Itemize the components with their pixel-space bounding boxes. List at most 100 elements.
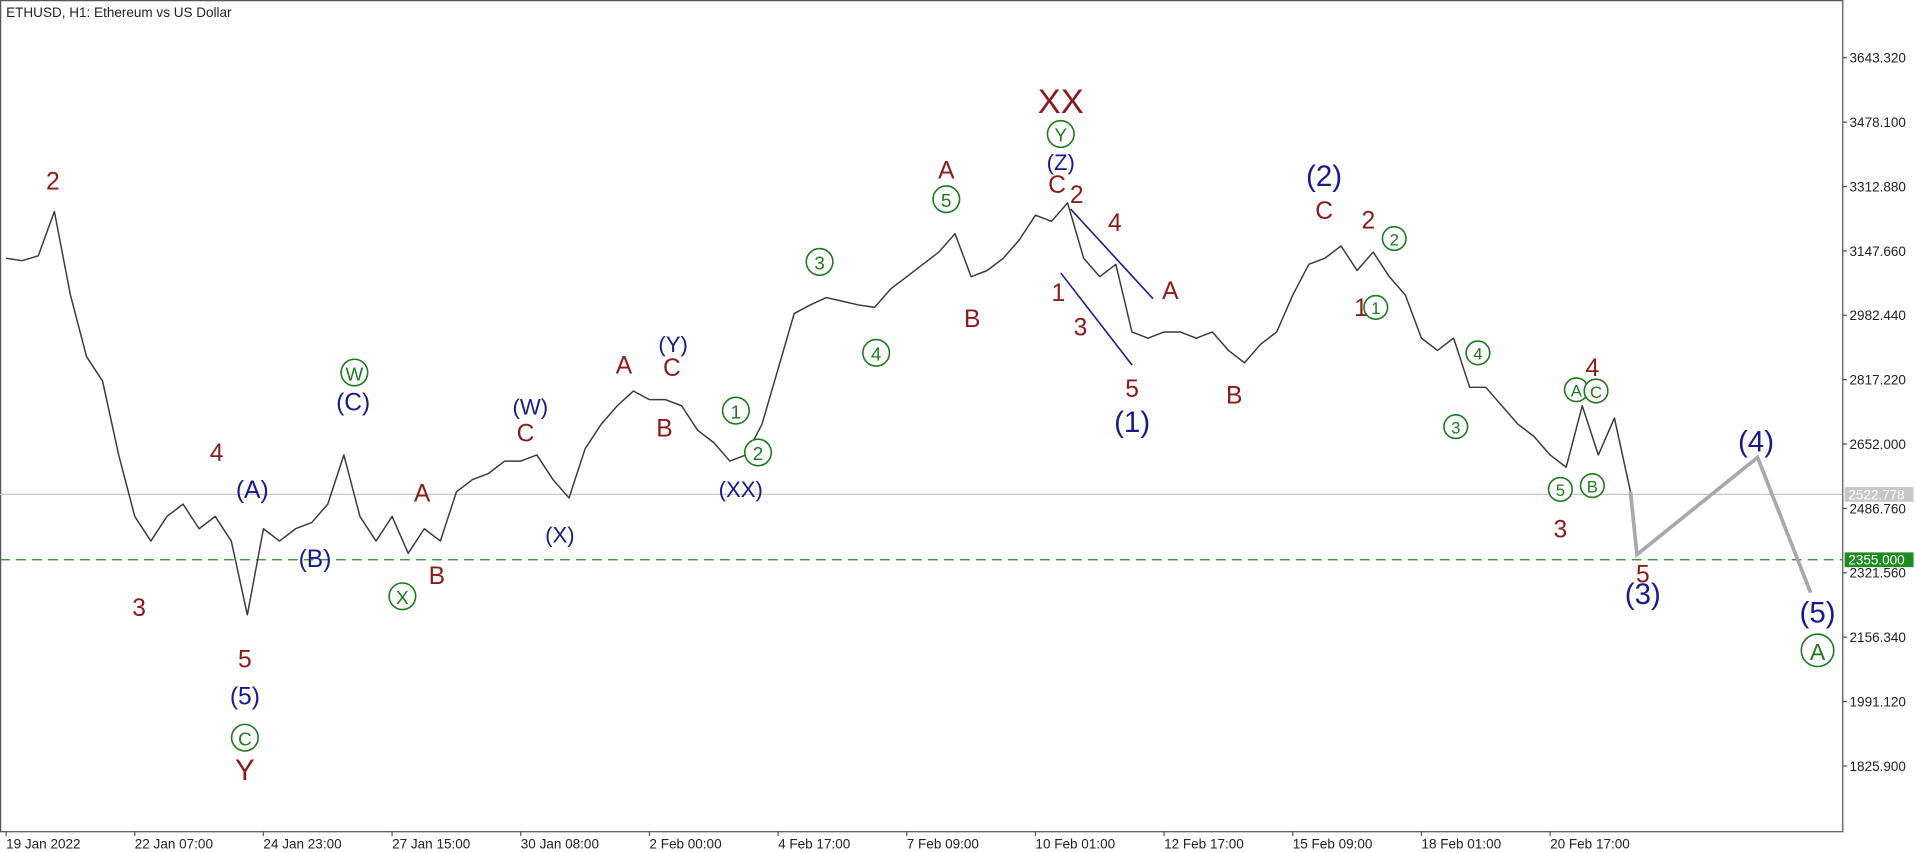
x-tick-label: 30 Jan 08:00 bbox=[521, 836, 599, 851]
wave-label: 5 bbox=[1125, 376, 1139, 403]
x-tick-label: 15 Feb 09:00 bbox=[1293, 836, 1373, 851]
level-label: 2355.000 bbox=[1848, 553, 1904, 568]
wave-label: (Z) bbox=[1047, 150, 1075, 175]
wave-label-circle bbox=[1363, 294, 1389, 320]
x-tick-label: 12 Feb 17:00 bbox=[1164, 836, 1244, 851]
x-tick-label: 4 Feb 17:00 bbox=[778, 836, 850, 851]
wave-label-circle bbox=[1800, 633, 1835, 668]
wave-label: (X) bbox=[545, 523, 575, 548]
wave-label: B bbox=[429, 563, 445, 590]
x-tick-label: 19 Jan 2022 bbox=[6, 836, 80, 851]
wave-label: 1 bbox=[1354, 295, 1368, 322]
wave-label-circle bbox=[1046, 119, 1075, 149]
wave-label: 2 bbox=[1070, 182, 1084, 209]
wave-label: XX bbox=[1038, 83, 1084, 121]
wave-label-circle bbox=[230, 723, 259, 752]
wave-label-circle bbox=[743, 438, 773, 467]
wave-label: C bbox=[1590, 383, 1602, 402]
wave-label: B bbox=[964, 306, 980, 333]
wave-label: 5 bbox=[941, 190, 951, 211]
wave-label-circle bbox=[1381, 225, 1407, 252]
price-line-series bbox=[6, 202, 1632, 616]
wave-label: 3 bbox=[814, 253, 824, 274]
projection-line bbox=[1628, 454, 1813, 594]
x-tick-label: 22 Jan 07:00 bbox=[135, 836, 213, 851]
price-label-box bbox=[1844, 487, 1914, 502]
y-tick-label: 2156.340 bbox=[1850, 630, 1906, 645]
wave-label: A bbox=[414, 481, 431, 508]
x-tick-label: 27 Jan 15:00 bbox=[392, 836, 470, 851]
wave-label: 5 bbox=[238, 647, 252, 674]
wave-label: (2) bbox=[1306, 160, 1342, 193]
chart-title: ETHUSD, H1: Ethereum vs US Dollar bbox=[6, 5, 232, 20]
wave-label: 4 bbox=[1473, 345, 1482, 364]
y-tick-label: 3147.660 bbox=[1850, 244, 1906, 259]
wave-label: 3 bbox=[132, 595, 146, 622]
wave-label-circle bbox=[862, 338, 891, 367]
wave-label: Y bbox=[1054, 125, 1067, 146]
wave-label-circle bbox=[1547, 476, 1573, 502]
wave-label-circle bbox=[1583, 378, 1609, 404]
wave-label: C bbox=[517, 420, 535, 447]
y-tick-label: 3478.100 bbox=[1850, 115, 1906, 130]
x-tick-label: 20 Feb 17:00 bbox=[1550, 836, 1630, 851]
wave-label: B bbox=[1226, 382, 1242, 409]
y-tick-label: 1825.900 bbox=[1850, 759, 1906, 774]
wave-label: 3 bbox=[1074, 315, 1088, 342]
wave-label: 4 bbox=[1586, 355, 1600, 382]
wave-label: (W) bbox=[513, 395, 549, 420]
wave-label-circle bbox=[340, 358, 369, 387]
y-tick-label: 1991.120 bbox=[1850, 694, 1906, 709]
wave-label: 1 bbox=[731, 401, 741, 422]
wave-label: 2 bbox=[1390, 230, 1399, 249]
y-tick-label: 3643.320 bbox=[1850, 51, 1906, 66]
x-tick-label: 24 Jan 23:00 bbox=[263, 836, 341, 851]
wave-label: (5) bbox=[1800, 597, 1836, 630]
wave-label: 1 bbox=[1051, 280, 1065, 307]
wave-label-circle bbox=[1579, 473, 1605, 499]
wave-label: C bbox=[1315, 198, 1333, 225]
wave-label: 1 bbox=[1371, 299, 1380, 318]
channel-line bbox=[1060, 272, 1133, 366]
y-tick-label: 2817.220 bbox=[1850, 373, 1906, 388]
wave-label: (C) bbox=[336, 390, 370, 417]
wave-label: 2 bbox=[46, 168, 60, 195]
wave-label: (1) bbox=[1114, 406, 1150, 439]
wave-label: X bbox=[396, 587, 409, 608]
wave-label: (5) bbox=[230, 683, 260, 710]
wave-label: (B) bbox=[299, 546, 332, 573]
wave-label: 5 bbox=[1556, 481, 1565, 500]
level-label-box bbox=[1844, 552, 1914, 568]
price-label: 2522.778 bbox=[1848, 487, 1904, 502]
wave-label-circle bbox=[1443, 414, 1469, 440]
wave-label: A bbox=[1162, 278, 1179, 305]
wave-label: (XX) bbox=[719, 477, 763, 502]
wave-label: A bbox=[616, 353, 633, 380]
wave-label-circle bbox=[388, 582, 417, 611]
x-tick-label: 2 Feb 00:00 bbox=[649, 836, 721, 851]
wave-label: 5 bbox=[1636, 562, 1650, 589]
wave-label: 2 bbox=[753, 443, 763, 464]
wave-label: W bbox=[346, 363, 364, 384]
y-tick-label: 2486.760 bbox=[1850, 501, 1906, 516]
wave-label: A bbox=[1571, 382, 1583, 401]
wave-label: C bbox=[663, 355, 681, 382]
wave-label: (Y) bbox=[658, 332, 688, 357]
wave-label-circle bbox=[721, 396, 750, 425]
x-tick-label: 10 Feb 01:00 bbox=[1035, 836, 1115, 851]
y-tick-label: 2321.560 bbox=[1850, 566, 1906, 581]
y-tick-label: 2652.000 bbox=[1850, 437, 1906, 452]
wave-label: C bbox=[238, 728, 252, 749]
wave-label: 3 bbox=[1451, 419, 1460, 438]
wave-label: C bbox=[1048, 172, 1066, 199]
wave-label: 4 bbox=[210, 440, 224, 467]
wave-label: (3) bbox=[1625, 578, 1661, 611]
y-tick-label: 3312.880 bbox=[1850, 179, 1906, 194]
wave-label: 4 bbox=[1108, 210, 1122, 237]
wave-label-circle bbox=[932, 185, 961, 214]
wave-label: B bbox=[1587, 478, 1598, 497]
wave-label-circle bbox=[1465, 340, 1491, 366]
